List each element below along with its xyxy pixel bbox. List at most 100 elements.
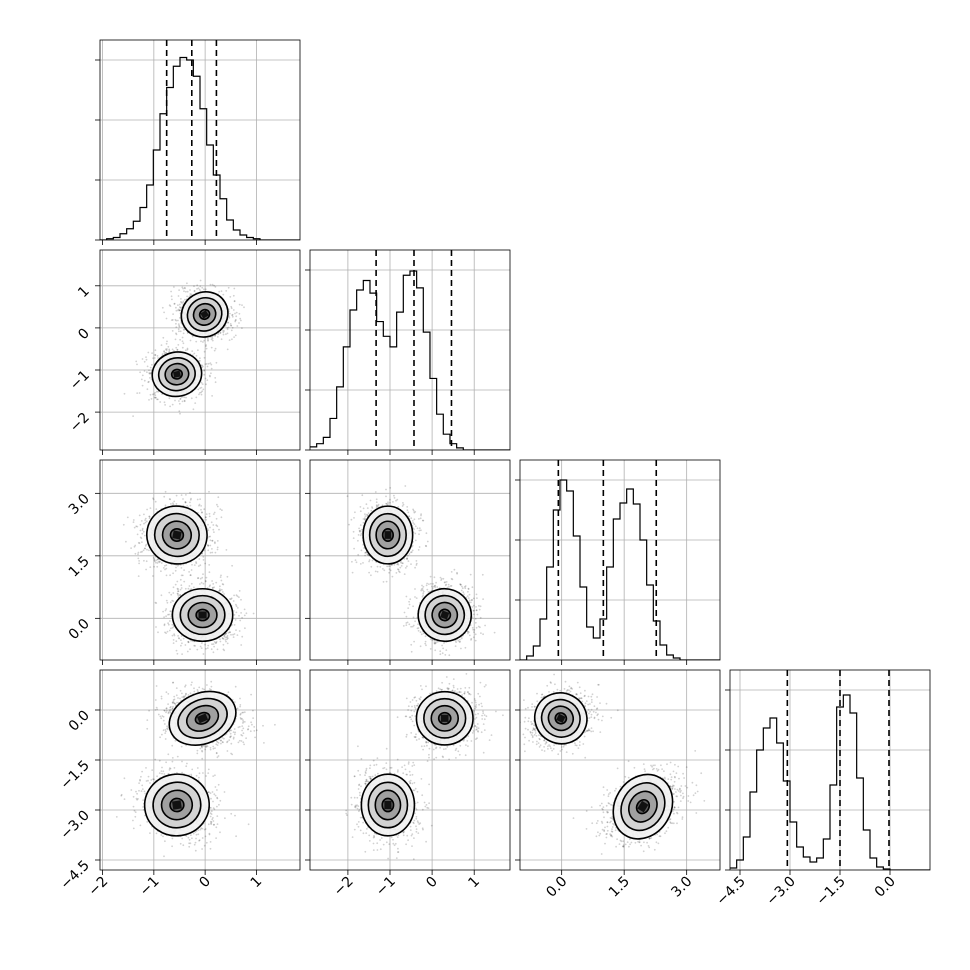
contour-line [179, 594, 226, 636]
sample-point [143, 522, 145, 525]
sample-point [229, 631, 232, 634]
density-peak [173, 370, 181, 378]
sample-point [148, 380, 150, 383]
sample-point [350, 518, 353, 521]
sample-point [376, 565, 379, 568]
hist-panel-3 [515, 459, 721, 665]
sample-point [154, 560, 156, 563]
sample-point [175, 326, 178, 328]
panel-frame [309, 249, 511, 451]
sample-point [202, 555, 205, 558]
sample-point [213, 284, 215, 287]
sample-point [212, 643, 215, 645]
sample-point [227, 631, 230, 634]
sample-point [142, 530, 145, 533]
sample-point [165, 599, 168, 602]
sample-point [238, 596, 240, 599]
sample-point [199, 564, 202, 567]
sample-point [230, 329, 233, 332]
mode-1 [180, 291, 229, 338]
sample-point [178, 410, 181, 413]
sample-point [137, 557, 140, 560]
sample-point [205, 518, 208, 521]
sample-point [211, 539, 214, 542]
sample-point [152, 497, 154, 500]
sample-point [168, 348, 171, 351]
sample-point [160, 562, 163, 564]
sample-point [241, 635, 244, 638]
sample-point [175, 332, 177, 335]
sample-point [189, 289, 191, 291]
mode-2 [171, 587, 234, 643]
sample-point [168, 498, 171, 500]
sample-point [137, 551, 140, 554]
sample-point [420, 529, 422, 532]
sample-point [418, 546, 421, 548]
sample-point [217, 496, 220, 499]
hist-data [310, 250, 510, 450]
sample-point [207, 339, 209, 342]
sample-point [209, 535, 212, 538]
sample-point [140, 537, 143, 540]
sample-point [141, 374, 144, 377]
sample-point [410, 563, 412, 565]
sample-point [171, 319, 174, 321]
sample-point [175, 649, 178, 652]
sample-point [213, 349, 216, 352]
sample-point [234, 320, 237, 323]
sample-point [388, 571, 390, 574]
sample-point [167, 345, 170, 348]
sample-point [215, 517, 218, 520]
sample-point [177, 344, 180, 346]
sample-point [174, 318, 177, 321]
mode-1 [146, 505, 208, 565]
sample-point [154, 391, 156, 394]
sample-point [175, 566, 177, 569]
sample-point [207, 544, 209, 547]
sample-point [177, 594, 180, 597]
sample-point [149, 366, 152, 369]
sample-point [201, 390, 204, 393]
sample-point [203, 549, 206, 552]
sample-point [180, 494, 183, 496]
sample-point [170, 627, 172, 630]
sample-point [180, 639, 182, 641]
sample-point [172, 592, 175, 594]
sample-point [239, 619, 242, 622]
sample-point [180, 298, 182, 300]
sample-point [200, 647, 203, 649]
sample-point [171, 348, 174, 351]
sample-point [211, 580, 213, 582]
sample-point [233, 300, 236, 303]
sample-point [216, 525, 219, 528]
sample-point [198, 503, 201, 506]
sample-point [145, 520, 148, 523]
sample-point [355, 561, 358, 564]
sample-point [195, 354, 198, 357]
hist-bars [100, 56, 300, 240]
sample-point [204, 580, 207, 582]
sample-point [413, 528, 415, 531]
sample-point [170, 295, 173, 298]
sample-point [188, 585, 191, 587]
sample-point [230, 598, 232, 601]
sample-point [180, 587, 183, 589]
sample-point [143, 513, 145, 516]
sample-point [145, 560, 148, 563]
sample-point [144, 521, 147, 524]
sample-point [203, 369, 206, 372]
sample-point [214, 541, 216, 544]
sample-point [179, 330, 182, 333]
sample-point [170, 503, 172, 505]
sample-point [179, 594, 181, 597]
sample-point [178, 330, 180, 333]
sample-point [387, 565, 390, 568]
sample-point [165, 317, 168, 320]
sample-point [244, 627, 246, 630]
sample-point [207, 337, 209, 340]
sample-point [371, 507, 374, 509]
sample-point [208, 490, 210, 493]
sample-point [216, 648, 219, 651]
sample-point [155, 626, 157, 628]
sample-point [223, 330, 225, 332]
